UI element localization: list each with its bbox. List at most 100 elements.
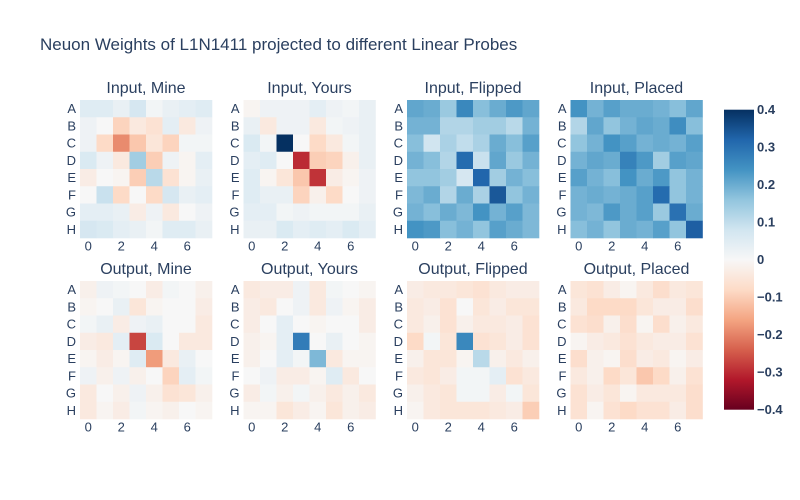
svg-text:4: 4 <box>641 420 648 435</box>
svg-text:0: 0 <box>85 420 92 435</box>
svg-text:Input, Flipped: Input, Flipped <box>425 80 522 97</box>
svg-text:D: D <box>394 153 403 168</box>
svg-text:4: 4 <box>641 239 648 254</box>
svg-text:G: G <box>66 386 76 401</box>
svg-text:C: C <box>230 136 239 151</box>
svg-text:E: E <box>394 170 403 185</box>
svg-text:C: C <box>557 317 566 332</box>
svg-text:H: H <box>394 222 403 237</box>
svg-text:2: 2 <box>118 239 125 254</box>
svg-text:2: 2 <box>608 239 615 254</box>
svg-text:E: E <box>558 351 567 366</box>
svg-text:E: E <box>394 351 403 366</box>
svg-text:0.2: 0.2 <box>757 177 775 192</box>
svg-text:C: C <box>394 136 403 151</box>
svg-text:G: G <box>393 386 403 401</box>
svg-text:C: C <box>394 317 403 332</box>
svg-text:D: D <box>67 153 76 168</box>
svg-text:4: 4 <box>151 239 158 254</box>
svg-text:Input, Placed: Input, Placed <box>590 80 683 97</box>
svg-text:0: 0 <box>575 420 582 435</box>
svg-text:0: 0 <box>412 420 419 435</box>
svg-text:2: 2 <box>608 420 615 435</box>
svg-text:0: 0 <box>412 239 419 254</box>
svg-text:D: D <box>230 153 239 168</box>
svg-text:A: A <box>231 101 240 116</box>
svg-text:B: B <box>231 118 240 133</box>
svg-text:0: 0 <box>248 239 255 254</box>
svg-text:2: 2 <box>118 420 125 435</box>
svg-text:H: H <box>230 222 239 237</box>
svg-text:G: G <box>229 205 239 220</box>
svg-text:F: F <box>559 187 567 202</box>
svg-text:D: D <box>67 334 76 349</box>
svg-text:0: 0 <box>85 239 92 254</box>
svg-text:Neuon Weights of L1N1411 proje: Neuon Weights of L1N1411 projected to di… <box>40 35 517 54</box>
svg-text:A: A <box>394 101 403 116</box>
svg-text:B: B <box>67 118 76 133</box>
svg-text:−0.1: −0.1 <box>757 290 783 305</box>
svg-text:0.3: 0.3 <box>757 140 775 155</box>
svg-text:Input, Yours: Input, Yours <box>267 80 352 97</box>
svg-text:H: H <box>557 403 566 418</box>
svg-text:E: E <box>67 351 76 366</box>
svg-text:E: E <box>558 170 567 185</box>
svg-text:A: A <box>231 282 240 297</box>
svg-text:H: H <box>557 222 566 237</box>
svg-text:6: 6 <box>674 239 681 254</box>
svg-text:F: F <box>232 187 240 202</box>
svg-text:−0.2: −0.2 <box>757 327 783 342</box>
svg-text:F: F <box>232 368 240 383</box>
svg-text:A: A <box>558 101 567 116</box>
svg-text:0: 0 <box>248 420 255 435</box>
svg-text:2: 2 <box>281 239 288 254</box>
svg-text:F: F <box>559 368 567 383</box>
svg-text:F: F <box>395 368 403 383</box>
svg-text:6: 6 <box>184 420 191 435</box>
svg-text:2: 2 <box>281 420 288 435</box>
svg-text:6: 6 <box>674 420 681 435</box>
svg-text:F: F <box>395 187 403 202</box>
svg-text:A: A <box>67 282 76 297</box>
svg-text:4: 4 <box>478 420 485 435</box>
svg-text:B: B <box>558 299 567 314</box>
svg-text:−0.3: −0.3 <box>757 365 783 380</box>
svg-text:0.4: 0.4 <box>757 102 776 117</box>
svg-text:B: B <box>231 299 240 314</box>
svg-text:B: B <box>67 299 76 314</box>
svg-text:Output, Placed: Output, Placed <box>584 261 690 278</box>
svg-text:6: 6 <box>511 239 518 254</box>
svg-text:D: D <box>557 153 566 168</box>
svg-text:C: C <box>67 317 76 332</box>
svg-text:2: 2 <box>445 239 452 254</box>
svg-text:A: A <box>558 282 567 297</box>
svg-text:4: 4 <box>314 420 321 435</box>
svg-text:H: H <box>230 403 239 418</box>
svg-text:A: A <box>394 282 403 297</box>
svg-text:G: G <box>556 205 566 220</box>
svg-text:−0.4: −0.4 <box>757 402 783 417</box>
svg-text:6: 6 <box>347 420 354 435</box>
svg-text:0: 0 <box>575 239 582 254</box>
svg-text:6: 6 <box>511 420 518 435</box>
svg-text:6: 6 <box>347 239 354 254</box>
svg-text:4: 4 <box>314 239 321 254</box>
svg-text:C: C <box>230 317 239 332</box>
svg-text:C: C <box>557 136 566 151</box>
svg-text:E: E <box>231 351 240 366</box>
svg-text:A: A <box>67 101 76 116</box>
svg-text:H: H <box>394 403 403 418</box>
svg-text:B: B <box>394 299 403 314</box>
svg-text:C: C <box>67 136 76 151</box>
svg-text:B: B <box>394 118 403 133</box>
svg-text:B: B <box>558 118 567 133</box>
svg-text:D: D <box>394 334 403 349</box>
svg-text:E: E <box>67 170 76 185</box>
svg-text:Output, Mine: Output, Mine <box>100 261 192 278</box>
svg-text:H: H <box>67 403 76 418</box>
svg-text:Input, Mine: Input, Mine <box>106 80 185 97</box>
svg-text:6: 6 <box>184 239 191 254</box>
svg-text:D: D <box>557 334 566 349</box>
svg-text:0.1: 0.1 <box>757 215 775 230</box>
svg-text:Output, Flipped: Output, Flipped <box>418 261 527 278</box>
